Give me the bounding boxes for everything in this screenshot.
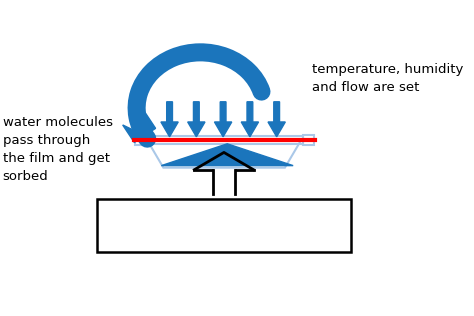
- Text: sample weight is
continuously measured: sample weight is continuously measured: [143, 208, 305, 243]
- FancyArrow shape: [268, 102, 285, 137]
- FancyArrow shape: [241, 102, 258, 137]
- Bar: [98, 198, 351, 252]
- FancyArrow shape: [161, 102, 178, 137]
- Polygon shape: [161, 144, 293, 166]
- Bar: [145, 136, 303, 144]
- Bar: [135, 135, 145, 145]
- FancyArrow shape: [214, 102, 232, 137]
- FancyArrow shape: [123, 111, 155, 143]
- Text: temperature, humidity
and flow are set: temperature, humidity and flow are set: [312, 63, 463, 94]
- FancyArrow shape: [188, 102, 205, 137]
- Bar: [303, 135, 314, 145]
- Text: water molecules
pass through
the film and get
sorbed: water molecules pass through the film an…: [3, 116, 113, 183]
